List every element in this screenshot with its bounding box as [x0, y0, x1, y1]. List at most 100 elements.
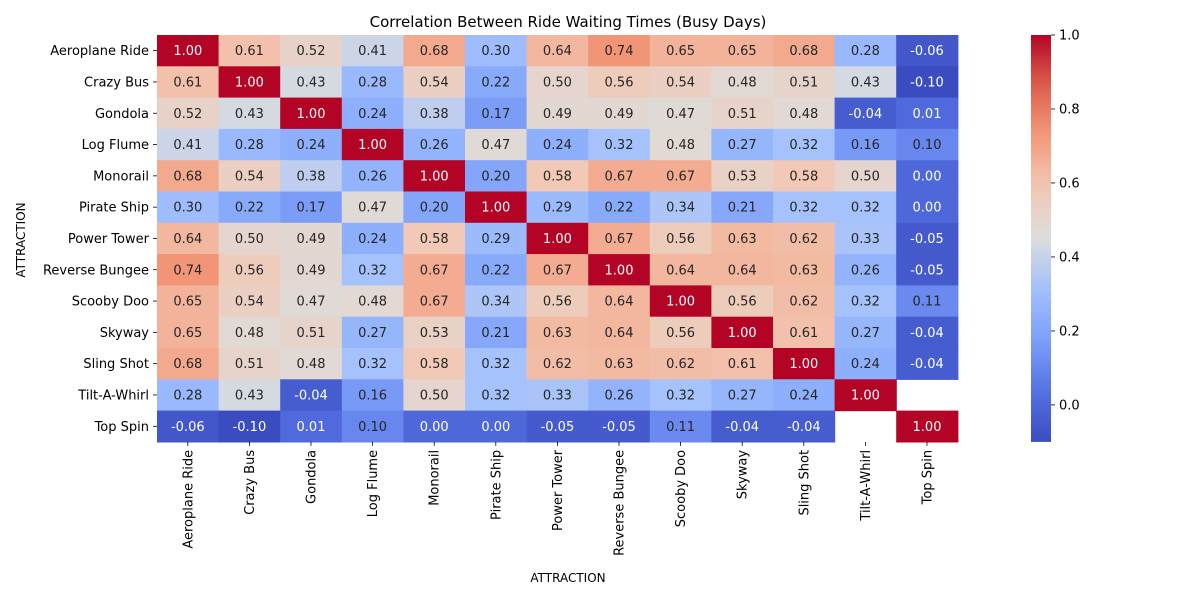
heatmap-cell: [649, 191, 712, 224]
cell-value-label: 0.52: [297, 44, 326, 59]
cell-value-label: 0.17: [481, 107, 510, 122]
heatmap-cell: [403, 160, 466, 193]
cell-value-label: 0.47: [358, 201, 387, 216]
colorbar-tick-label: 1.0: [1059, 29, 1080, 44]
cell-value-label: 0.64: [543, 44, 572, 59]
cell-value-label: 0.65: [666, 44, 695, 59]
cell-value-label: 0.58: [420, 357, 449, 372]
cell-value-label: 0.32: [605, 138, 634, 153]
x-tick-labels: Aeroplane Ride Crazy Bus Gondola Log Flume M…: [181, 441, 936, 556]
cell-value-label: 0.32: [789, 201, 818, 216]
cell-value-label: 0.38: [420, 107, 449, 122]
y-axis-label: ATTRACTION: [14, 202, 28, 277]
heatmap-cell: [157, 222, 220, 255]
cell-value-label: 0.32: [666, 388, 695, 403]
chart-title: Correlation Between Ride Waiting Times (…: [370, 13, 767, 31]
cell-value-label: 0.20: [481, 169, 510, 184]
heatmap-cell: [465, 35, 528, 67]
cell-value-label: 0.27: [851, 326, 880, 341]
cell-value-label: 0.24: [851, 357, 880, 372]
cell-value-label: 0.32: [851, 201, 880, 216]
heatmap-cell: [649, 35, 712, 67]
heatmap-cell: [711, 128, 774, 161]
heatmap-cell: [773, 254, 836, 286]
heatmap-cell: [588, 35, 651, 67]
cell-value-label: 0.17: [297, 201, 326, 216]
cell-value-label: 0.68: [173, 169, 202, 184]
heatmap-cell: [341, 128, 404, 161]
cell-value-label: 0.56: [666, 326, 695, 341]
heatmap-cell: [465, 410, 528, 443]
heatmap-cell: [280, 222, 343, 255]
cell-value-label: 0.32: [481, 357, 510, 372]
cell-value-label: 0.10: [358, 420, 387, 435]
cell-value-label: 0.62: [789, 232, 818, 247]
cell-value-label: 0.53: [728, 169, 757, 184]
cell-value-label: 0.49: [605, 107, 634, 122]
heatmap-cell: [588, 348, 651, 380]
heatmap-cell: [280, 160, 343, 193]
cell-value-label: 0.63: [605, 357, 634, 372]
cell-value-label: -0.05: [910, 232, 944, 247]
heatmap-cell: [157, 66, 220, 99]
cell-value-label: 1.00: [789, 357, 818, 372]
cell-value-label: 0.27: [728, 138, 757, 153]
heatmap-cell: [280, 316, 343, 349]
heatmap-cell: [711, 348, 774, 380]
cell-value-label: 0.24: [297, 138, 326, 153]
heatmap-cell: [649, 222, 712, 255]
cell-value-label: 0.34: [481, 295, 510, 310]
heatmap-cell: [649, 254, 712, 286]
cell-value-label: 0.56: [728, 295, 757, 310]
cell-value-label: 0.56: [543, 295, 572, 310]
colorbar-tick-label: 0.2: [1059, 324, 1080, 339]
heatmap-cell: [711, 66, 774, 99]
heatmap-cell: [218, 285, 281, 318]
heatmap-cell: [896, 285, 959, 318]
cell-value-label: 0.53: [420, 326, 449, 341]
cell-value-label: 0.48: [728, 75, 757, 90]
heatmap-cell: [218, 348, 281, 380]
cell-value-label: 0.01: [297, 420, 326, 435]
heatmap-cell: [465, 128, 528, 161]
heatmap-cell: [526, 410, 589, 443]
heatmap-cell: [465, 66, 528, 99]
heatmap-cell: [834, 348, 897, 380]
heatmap-cell: [588, 191, 651, 224]
x-tick-label: Scooby Doo: [674, 450, 689, 527]
cell-value-label: 0.49: [297, 232, 326, 247]
heatmap-cell: [465, 97, 528, 130]
cell-value-label: 0.26: [420, 138, 449, 153]
cell-value-label: 1.00: [666, 295, 695, 310]
heatmap-cell: [834, 379, 897, 412]
x-tick-label: Pirate Ship: [489, 450, 504, 520]
x-tick-label: Monorail: [428, 450, 443, 506]
heatmap-cell: [157, 97, 220, 130]
colorbar-gradient: [1031, 35, 1051, 442]
cell-value-label: 0.65: [173, 295, 202, 310]
heatmap-cell: [711, 160, 774, 193]
cell-value-label: 0.67: [605, 169, 634, 184]
cell-value-label: 0.24: [358, 232, 387, 247]
cell-value-label: 1.00: [173, 44, 202, 59]
heatmap-cell: [588, 66, 651, 99]
cell-value-label: 0.26: [605, 388, 634, 403]
heatmap-cell: [280, 285, 343, 318]
cell-value-label: 0.64: [605, 295, 634, 310]
cell-value-label: 0.50: [235, 232, 264, 247]
heatmap-cell: [834, 160, 897, 193]
x-tick-label: Skyway: [736, 450, 751, 500]
heatmap-cell: [773, 35, 836, 67]
heatmap-cell: [834, 285, 897, 318]
heatmap-cell: [465, 222, 528, 255]
cell-value-label: 0.54: [666, 75, 695, 90]
heatmap-cell: [403, 66, 466, 99]
cell-value-label: 0.61: [728, 357, 757, 372]
cell-value-label: 0.29: [543, 201, 572, 216]
heatmap-cell: [834, 35, 897, 67]
heatmap-cell: [773, 222, 836, 255]
cell-value-label: 0.48: [789, 107, 818, 122]
heatmap-cell: [403, 128, 466, 161]
cell-value-label: 1.00: [913, 420, 942, 435]
cell-value-label: 0.51: [728, 107, 757, 122]
